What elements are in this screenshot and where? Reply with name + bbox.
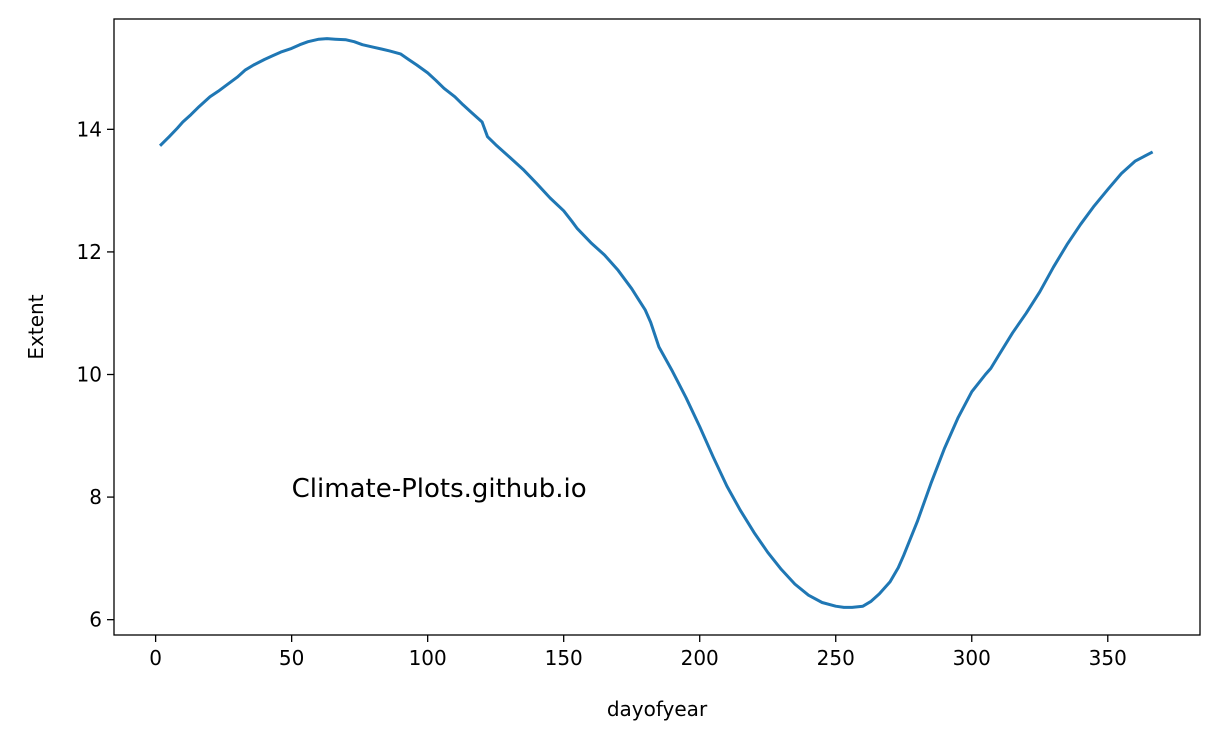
x-tick-label: 150 [545,646,583,670]
y-axis-label: Extent [24,294,48,359]
x-tick-label: 50 [279,646,304,670]
x-axis-label: dayofyear [607,697,708,721]
y-tick-label: 8 [89,485,102,509]
x-axis: 0 50 100 150 200 250 300 350 [149,635,1127,670]
x-tick-label: 350 [1089,646,1127,670]
y-axis: 6 8 10 12 14 [77,117,114,632]
y-tick-label: 10 [77,363,102,387]
x-tick-label: 200 [681,646,719,670]
y-tick-label: 6 [89,608,102,632]
plot-area [158,37,1154,609]
x-tick-label: 300 [953,646,991,670]
x-tick-label: 0 [149,646,162,670]
x-tick-label: 100 [409,646,447,670]
axes-frame [113,18,1201,636]
y-tick-label: 14 [77,117,102,141]
y-tick-label: 12 [77,240,102,264]
series-line-0 [158,37,1154,609]
x-tick-label: 250 [817,646,855,670]
watermark-annotation: Climate-Plots.github.io [292,474,587,504]
